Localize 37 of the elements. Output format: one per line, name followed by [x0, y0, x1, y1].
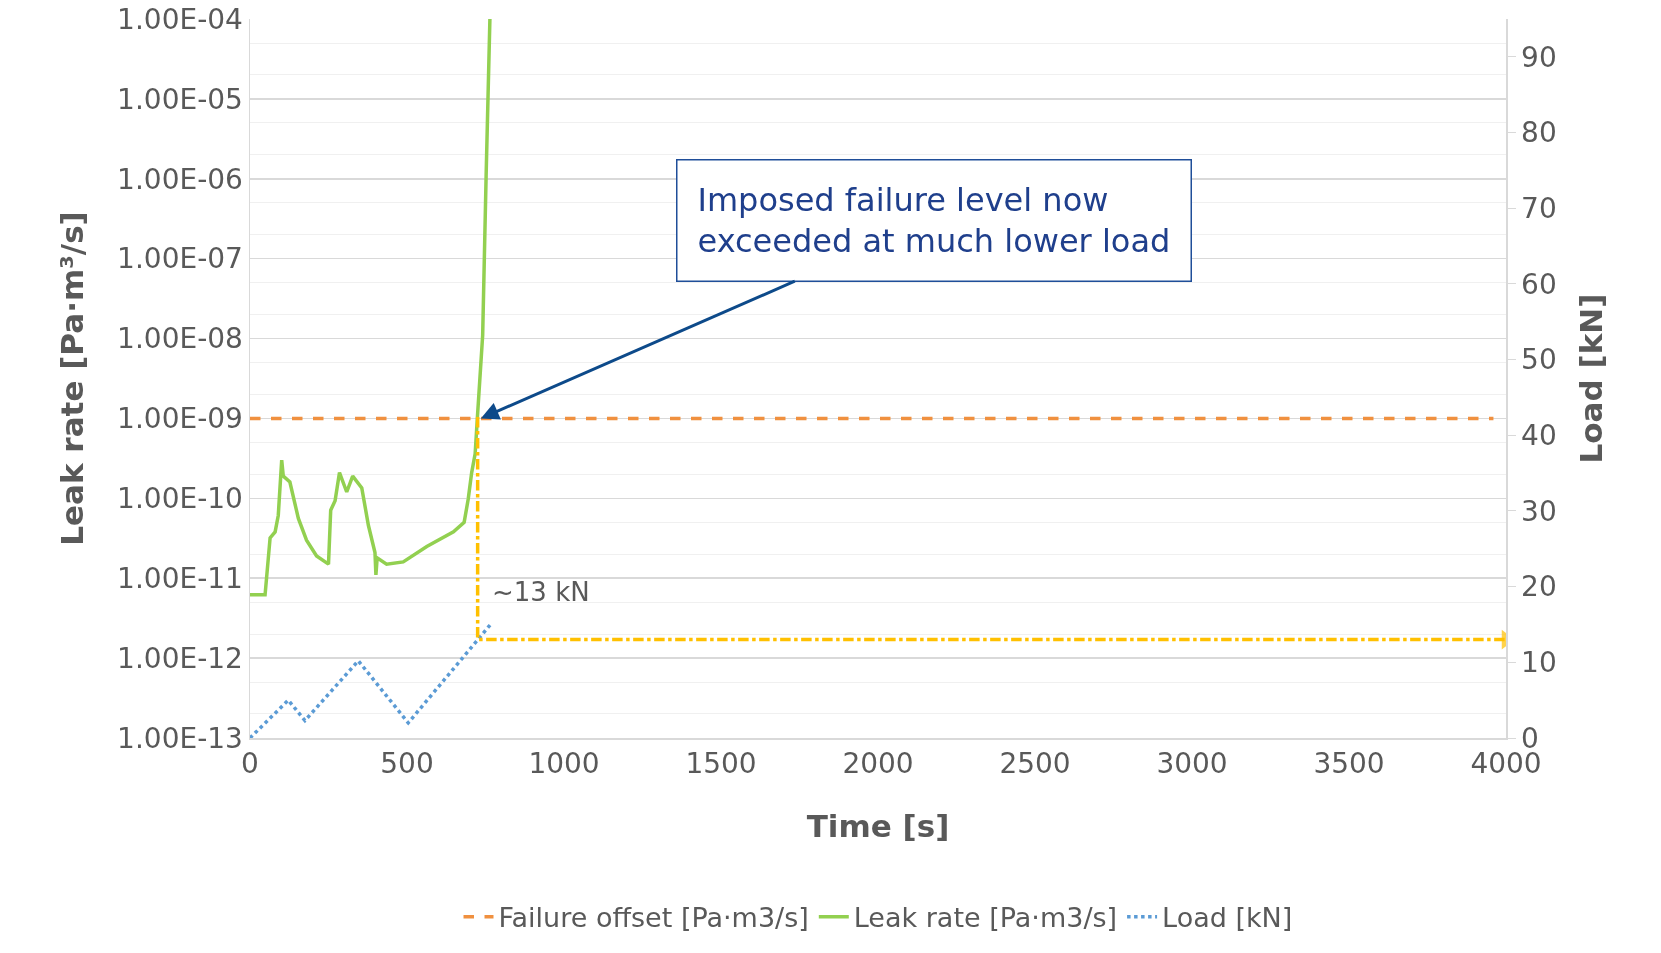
y-tick-label: 1.00E-12	[117, 641, 243, 675]
y-tick-label: 1.00E-05	[117, 82, 243, 116]
x-tick-label: 1500	[685, 747, 757, 781]
y-tick-label: 1.00E-09	[117, 402, 243, 436]
y-tick-label: 1.00E-06	[117, 162, 243, 196]
x-tick-label: 3000	[1156, 747, 1228, 781]
x-tick-label: 3500	[1313, 747, 1385, 781]
y2-tick-label: 50	[1521, 343, 1557, 377]
x-tick-label: 0	[241, 747, 259, 781]
y2-tick-label: 70	[1521, 192, 1557, 226]
y2-tick-label: 10	[1521, 646, 1557, 680]
y2-tick-label: 40	[1521, 419, 1557, 453]
line-series	[250, 621, 494, 738]
x-tick-label: 2500	[999, 747, 1071, 781]
y-axis-title: Leak rate [Pa·m³/s]	[54, 211, 91, 546]
annotation: ~13 kN	[492, 577, 590, 607]
y2-tick-label: 90	[1521, 40, 1557, 74]
y-tick-label: 1.00E-07	[117, 242, 243, 276]
x-tick-label: 500	[380, 747, 434, 781]
y-tick-label: 1.00E-04	[117, 2, 243, 36]
annotation: Imposed failure level now exceeded at much lower load	[697, 180, 1171, 261]
y2-tick-label: 80	[1521, 116, 1557, 150]
y-tick-label: 1.00E-13	[117, 721, 243, 755]
x-tick-label: 1000	[528, 747, 600, 781]
legend-label: Leak rate [Pa·m3/s]	[853, 902, 1118, 934]
y-tick-label: 1.00E-11	[117, 562, 243, 596]
y2-tick-label: 30	[1521, 494, 1557, 528]
y2-axis-title: Load [kN]	[1572, 293, 1609, 464]
legend-label: Failure offset [Pa·m3/s]	[498, 902, 809, 934]
legend-label: Load [kN]	[1162, 902, 1293, 934]
y-tick-label: 1.00E-10	[117, 482, 243, 516]
y2-tick-label: 20	[1521, 570, 1557, 604]
x-axis-title: Time [s]	[806, 808, 950, 845]
x-tick-label: 2000	[842, 747, 914, 781]
line-series	[250, 19, 492, 597]
y-tick-label: 1.00E-08	[117, 322, 243, 356]
y2-tick-label: 60	[1521, 267, 1557, 301]
